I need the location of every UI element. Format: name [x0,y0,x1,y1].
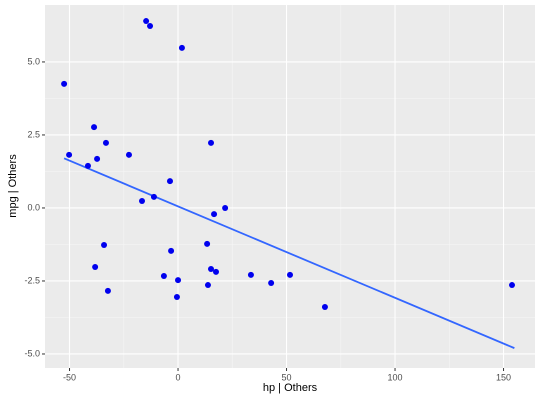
y-axis-title: mpg | Others [7,154,19,218]
point [175,277,182,284]
y-tick-label: 0.0 [27,202,40,212]
y-tick-label: -5.0 [24,348,40,358]
point [213,268,220,275]
point [143,18,150,25]
point [91,124,98,131]
point [104,287,111,294]
point [287,271,293,278]
point [204,282,211,289]
point [508,282,515,289]
point [166,178,173,185]
point [168,247,175,254]
x-axis-title: hp | Others [263,382,318,394]
point [150,193,157,200]
point [211,211,218,218]
trend-line [63,157,515,349]
point [178,44,185,51]
point [268,280,275,287]
point [204,240,211,247]
x-tick-label: 100 [388,372,403,382]
point [173,294,180,301]
point [94,155,101,162]
x-tick-label: 0 [176,372,181,382]
point [321,303,328,310]
point [247,271,254,278]
y-tick-label: 2.5 [27,129,40,139]
point [102,139,109,146]
point [222,204,229,211]
x-tick-label: 150 [496,372,511,382]
point [208,139,215,146]
y-tick-label: -2.5 [24,275,40,285]
point [125,151,132,158]
x-tick-label: -50 [63,372,76,382]
x-tick-label: 50 [282,372,292,382]
point [84,162,91,169]
point [160,273,167,280]
y-tick-label: 5.0 [27,56,40,66]
point [147,23,154,30]
point [92,263,99,270]
point [208,266,215,272]
point [61,80,68,87]
point [101,242,108,249]
point [66,151,73,158]
point [139,197,146,204]
panel [45,5,535,368]
